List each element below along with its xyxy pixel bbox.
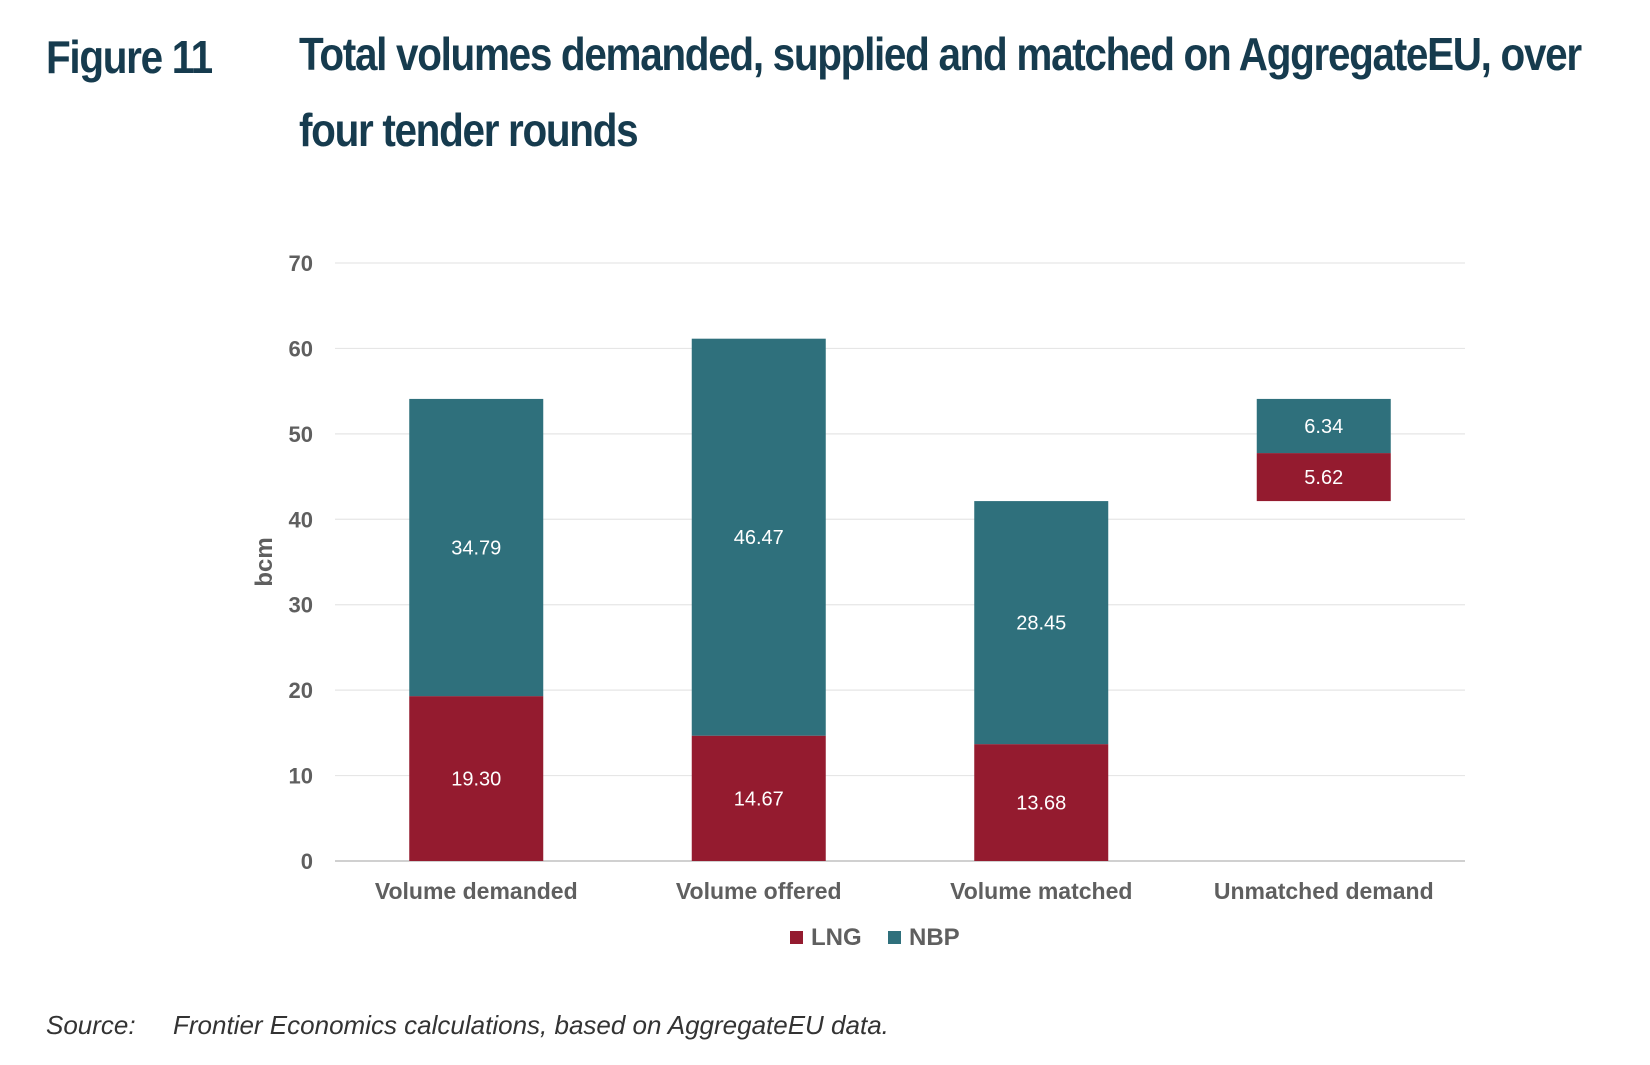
y-tick-label: 20 — [289, 678, 313, 703]
bar-nbp-0 — [409, 398, 544, 697]
y-tick-label: 40 — [289, 507, 313, 532]
data-label-lng: 14.67 — [734, 788, 784, 810]
bar-nbp-2 — [974, 501, 1109, 745]
x-tick-label: Unmatched demand — [1214, 878, 1434, 904]
bar-nbp-1 — [691, 338, 826, 736]
data-label-nbp: 34.79 — [451, 538, 501, 560]
y-tick-label: 10 — [289, 764, 313, 789]
y-axis-label: bcm — [251, 537, 278, 586]
data-label-lng: 19.30 — [451, 769, 501, 791]
source-label: Source: — [46, 1010, 136, 1040]
y-tick-label: 30 — [289, 593, 313, 618]
stacked-bar-chart: 0 10 20 30 40 50 60 70 19.30 34.79 14.67 46.47 13.6… — [251, 251, 1465, 951]
figure-title: Total volumes demanded, supplied and mat… — [299, 28, 1582, 156]
y-tick-label: 70 — [289, 251, 313, 276]
bar-lng-2 — [974, 744, 1109, 861]
legend: LNG NBP — [790, 924, 960, 951]
source-text: Frontier Economics calculations, based o… — [173, 1010, 889, 1040]
legend-swatch-lng — [790, 931, 803, 944]
data-label-nbp: 28.45 — [1016, 613, 1066, 635]
legend-label-nbp: NBP — [909, 924, 960, 951]
bar-nbp-3 — [1256, 398, 1391, 454]
data-label-lng: 13.68 — [1016, 793, 1066, 815]
bar-lng-0 — [409, 696, 544, 861]
data-label-nbp: 46.47 — [734, 527, 784, 549]
data-label-lng: 5.62 — [1304, 467, 1343, 489]
bar-lng-1 — [691, 735, 826, 861]
y-tick-label: 60 — [289, 336, 313, 361]
figure-number: Figure 11 — [46, 31, 213, 83]
source-note: Source: Frontier Economics calculations, … — [46, 1010, 889, 1041]
data-labels: 19.30 34.79 14.67 46.47 13.68 28.45 5.62 6.34 — [451, 416, 1343, 815]
bars — [409, 338, 1391, 861]
x-tick-label: Volume offered — [676, 878, 842, 904]
legend-swatch-nbp — [888, 931, 901, 944]
data-label-nbp: 6.34 — [1304, 416, 1343, 438]
legend-label-lng: LNG — [811, 924, 862, 951]
y-axis-ticks: 0 10 20 30 40 50 60 70 — [289, 251, 313, 874]
y-tick-label: 0 — [301, 849, 313, 874]
y-tick-label: 50 — [289, 422, 313, 447]
x-tick-label: Volume matched — [950, 878, 1132, 904]
bar-lng-3 — [1256, 453, 1391, 502]
x-axis-ticks: Volume demanded Volume offered Volume matc… — [375, 878, 1434, 904]
x-tick-label: Volume demanded — [375, 878, 578, 904]
